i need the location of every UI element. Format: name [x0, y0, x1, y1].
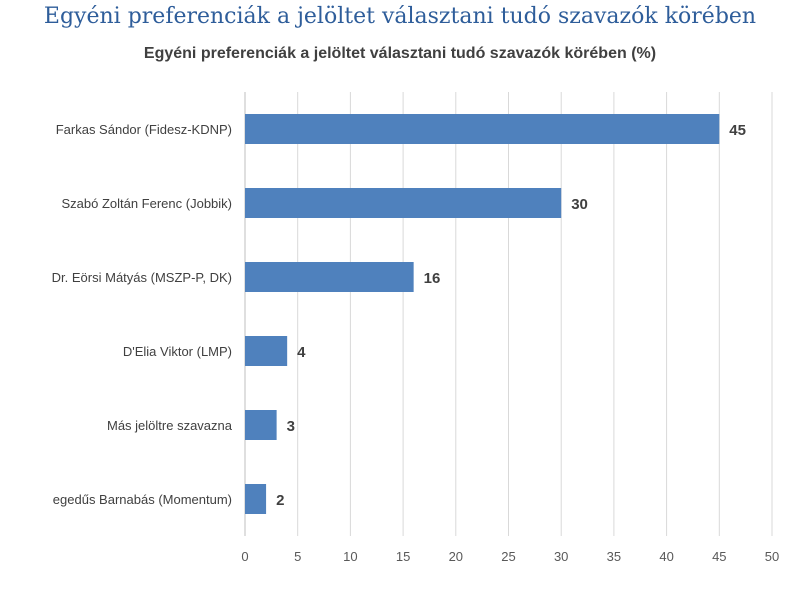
category-label: Farkas Sándor (Fidesz-KDNP)	[56, 122, 232, 137]
x-axis-ticks: 0 5 10 15 20 25 30 35 40 45 50	[241, 549, 779, 564]
data-labels: 45 30 16 4 3 2	[276, 122, 746, 509]
data-label: 45	[729, 122, 746, 139]
x-tick-label: 50	[765, 549, 779, 564]
x-tick-label: 5	[294, 549, 301, 564]
category-labels: Farkas Sándor (Fidesz-KDNP) Szabó Zoltán …	[52, 122, 233, 507]
x-tick-label: 30	[554, 549, 568, 564]
data-label: 16	[424, 270, 441, 287]
category-label: egedűs Barnabás (Momentum)	[53, 492, 232, 507]
x-tick-label: 45	[712, 549, 726, 564]
data-label: 4	[297, 344, 306, 361]
x-tick-label: 0	[241, 549, 248, 564]
bar	[245, 114, 720, 144]
category-label: D'Elia Viktor (LMP)	[123, 344, 232, 359]
bar	[245, 262, 414, 292]
bar	[245, 484, 267, 514]
data-label: 2	[276, 492, 284, 509]
x-tick-label: 35	[607, 549, 621, 564]
x-tick-label: 40	[659, 549, 673, 564]
x-tick-label: 25	[501, 549, 515, 564]
page-title: Egyéni preferenciák a jelöltet választan…	[43, 4, 757, 29]
x-tick-label: 20	[449, 549, 463, 564]
x-tick-label: 15	[396, 549, 410, 564]
chart-title: Egyéni preferenciák a jelöltet választan…	[143, 45, 657, 62]
data-label: 3	[287, 418, 295, 435]
bar	[245, 336, 288, 366]
bar	[245, 188, 562, 218]
data-label: 30	[571, 196, 588, 213]
bars	[245, 114, 720, 514]
category-label: Dr. Eörsi Mátyás (MSZP-P, DK)	[52, 270, 232, 285]
category-label: Más jelöltre szavazna	[107, 418, 233, 433]
x-tick-label: 10	[343, 549, 357, 564]
gridlines	[297, 92, 773, 536]
bar	[245, 410, 277, 440]
category-label: Szabó Zoltán Ferenc (Jobbik)	[61, 196, 232, 211]
